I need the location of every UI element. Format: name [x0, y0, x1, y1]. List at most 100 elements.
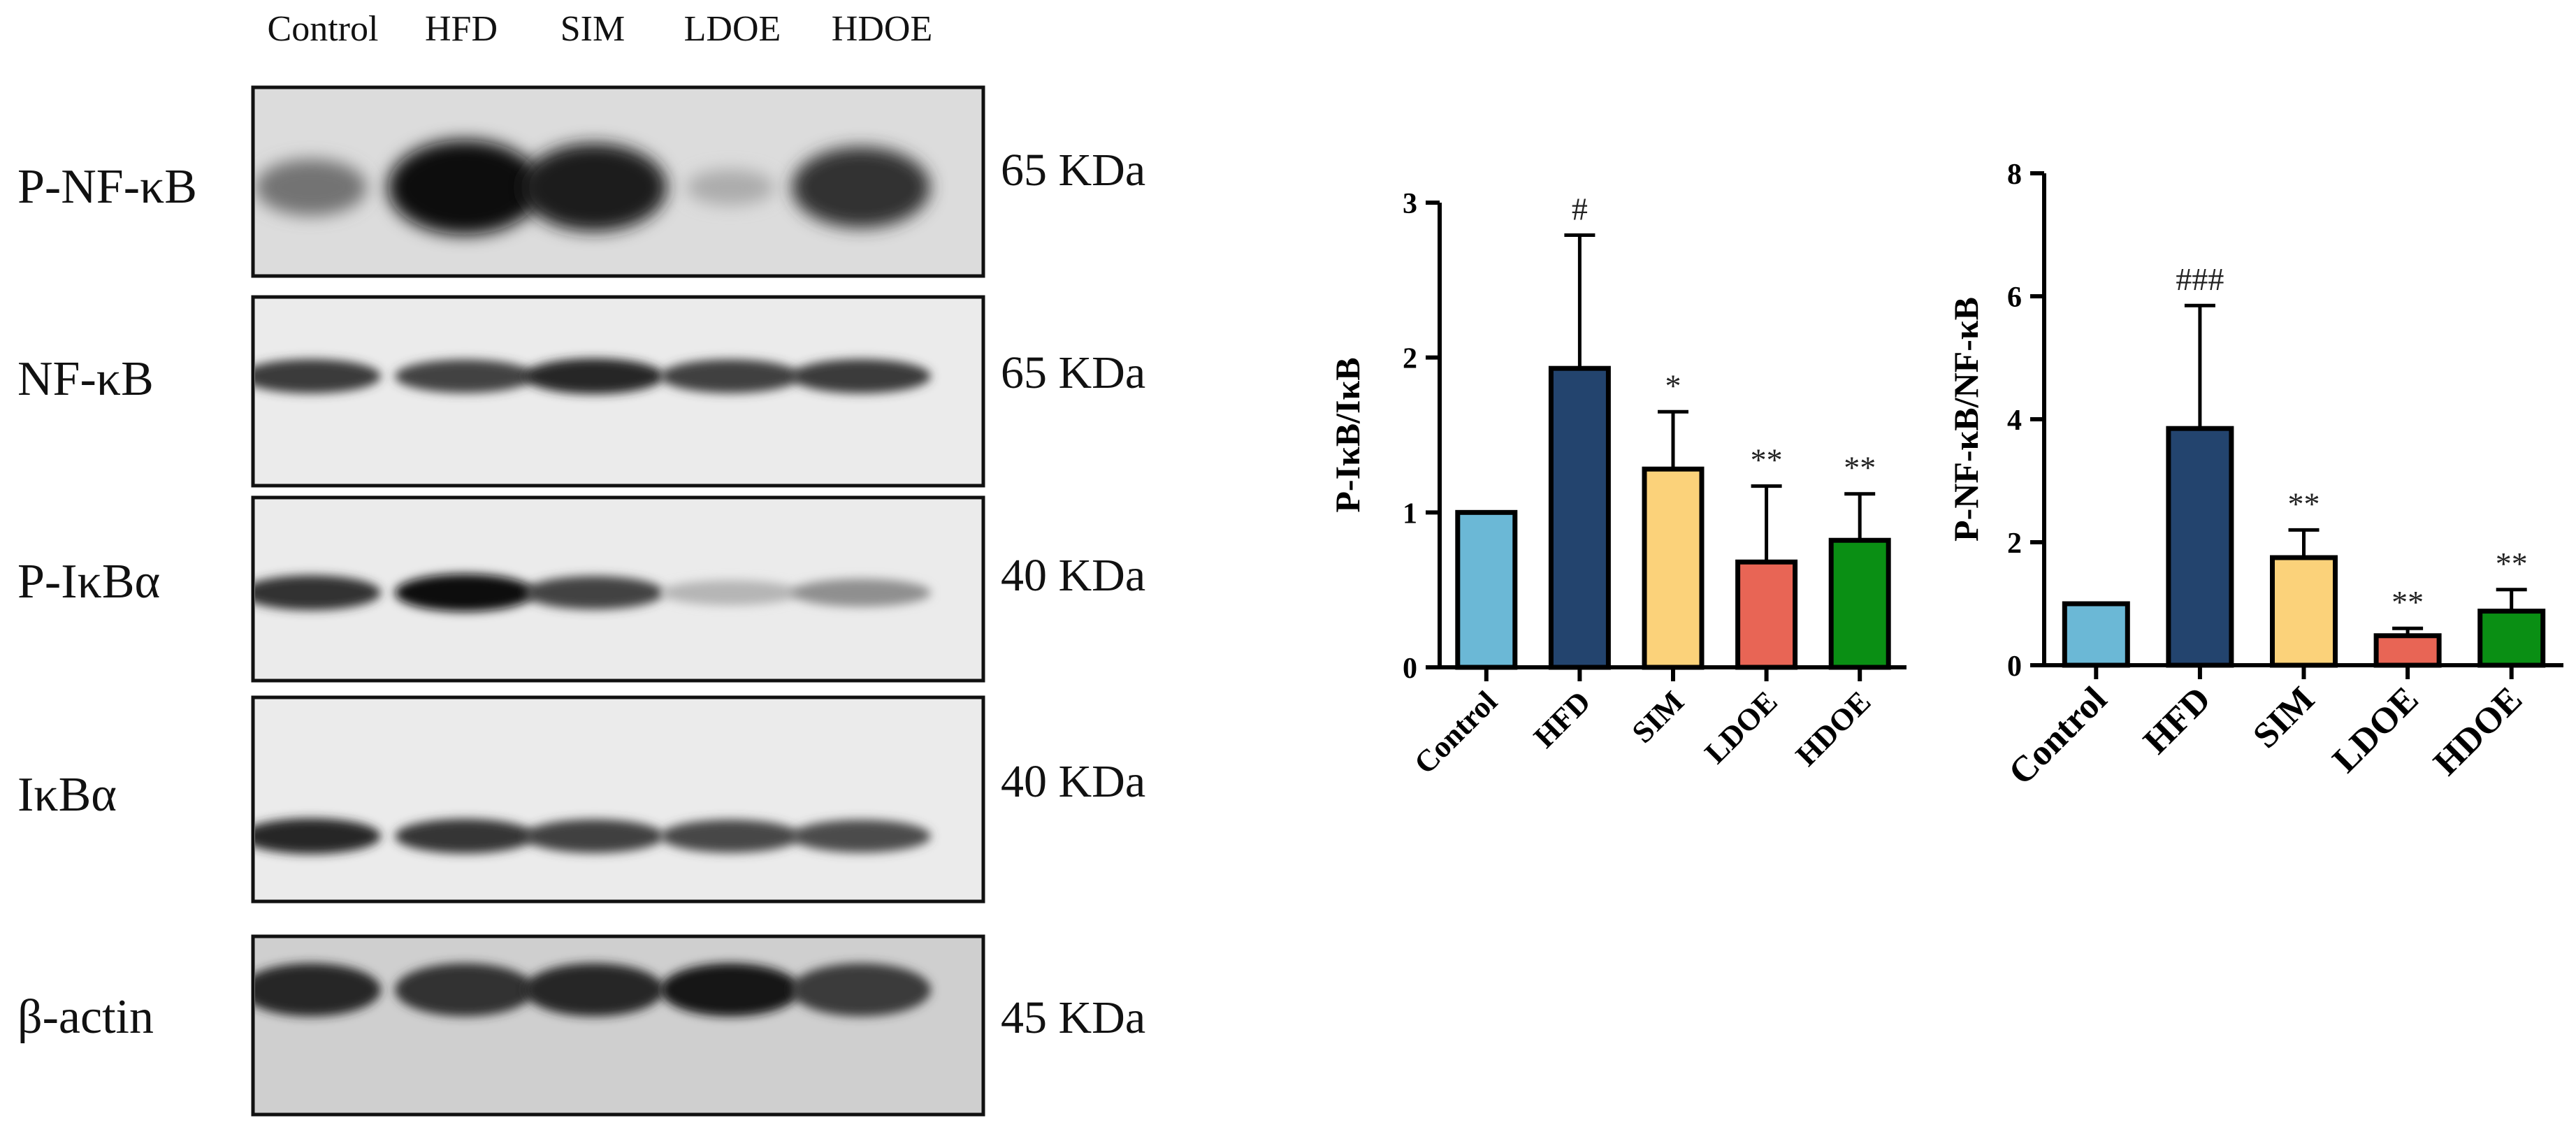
x-tick-label-ldoe: LDOE [2325, 679, 2426, 781]
error-bar-ldoe [1751, 484, 1782, 563]
significance-label-sim: * [1665, 368, 1681, 403]
band-hdoe [791, 358, 931, 393]
band-hfd [395, 359, 535, 393]
significance-label-hdoe: ** [2496, 546, 2528, 581]
error-bar-hdoe [1844, 492, 1876, 541]
protein-label: NF-κB [17, 352, 154, 406]
x-tick-label-control: Control [2002, 679, 2115, 792]
molecular-weight-label: 40 KDa [1001, 756, 1145, 807]
x-tick-label-control: Control [1408, 684, 1504, 781]
lane-label-control: Control [268, 9, 379, 49]
protein-label: IκBα [17, 768, 117, 822]
band-sim [524, 963, 664, 1017]
bar-control [2062, 601, 2130, 668]
molecular-weight-label: 40 KDa [1001, 550, 1145, 601]
band-sim [524, 358, 664, 394]
blot-membrane [251, 695, 985, 904]
bar-hfd [1548, 365, 1611, 670]
x-tick-label-hdoe: HDOE [2426, 679, 2531, 783]
band-hdoe [791, 579, 931, 607]
protein-label: P-NF-κB [17, 160, 197, 214]
error-bar-ldoe [2392, 626, 2424, 636]
blot-row-0: P-NF-κB 65 KDa [17, 85, 1145, 278]
molecular-weight-label: 45 KDa [1001, 992, 1145, 1043]
band-hdoe [791, 963, 931, 1017]
blot-row-3: IκBα 40 KDa [17, 695, 1145, 904]
significance-label-hfd: ### [2176, 261, 2224, 297]
error-bar-hfd [2184, 303, 2215, 429]
bar-hfd [2166, 426, 2234, 668]
y-axis: 0 2 4 6 8 [2007, 159, 2046, 683]
y-tick-label: 3 [1403, 188, 1417, 220]
x-tick-label-hfd: HFD [1527, 684, 1597, 754]
y-tick-label: 2 [1403, 343, 1417, 375]
band-ldoe [660, 359, 800, 393]
band-sim [521, 143, 667, 232]
bar-hdoe [1828, 537, 1891, 670]
bar-hdoe [2477, 609, 2546, 668]
band-control [255, 575, 381, 611]
y-axis-label: P-IκB/IκB [1328, 357, 1367, 512]
molecular-weight-label: 65 KDa [1001, 347, 1145, 398]
bar-control [1455, 509, 1518, 670]
significance-label-sim: ** [2288, 486, 2320, 521]
x-tick-label-hdoe: HDOE [1789, 684, 1877, 772]
band-control [255, 963, 381, 1017]
lane-label-hfd: HFD [425, 9, 498, 49]
band-ldoe [660, 819, 800, 853]
band-hdoe [792, 147, 930, 228]
blot-row-4: β-actin 45 KDa [17, 934, 1145, 1117]
band-ldoe [686, 169, 775, 205]
band-ldoe [660, 963, 800, 1017]
bar-sim [1642, 466, 1705, 670]
x-tick-label-sim: SIM [2245, 679, 2322, 756]
band-hfd [395, 818, 535, 854]
y-tick-label: 2 [2007, 528, 2022, 560]
molecular-weight-label: 65 KDa [1001, 145, 1145, 196]
error-bar-hfd [1564, 233, 1595, 369]
bar-chart-p-ikb-ratio: 0 1 2 3 P-IκB/IκB Control # HFD * SIM ** LDOE ** HDOE [1328, 188, 1906, 781]
bar-sim [2270, 555, 2338, 668]
band-hfd [388, 140, 542, 235]
band-hfd [395, 574, 535, 612]
y-tick-label: 4 [2007, 405, 2022, 437]
blot-row-2: P-IκBα 40 KDa [17, 495, 1145, 683]
band-hdoe [791, 819, 931, 853]
western-blot-panel: Control HFD SIM LDOE HDOE P-NF-κB 65 KDaNF-κB… [17, 9, 1145, 1117]
bar-ldoe [1735, 559, 1798, 670]
lane-labels: Control HFD SIM LDOE HDOE [268, 9, 933, 49]
bar-chart-p-nfkb-ratio: 0 2 4 6 8 P-NF-κB/NF-κB Control ### HFD ** SIM ** LD… [1946, 159, 2563, 792]
lane-label-ldoe: LDOE [684, 9, 781, 49]
blot-row-1: NF-κB 65 KDa [17, 295, 1145, 488]
y-tick-label: 8 [2007, 159, 2022, 191]
y-tick-label: 1 [1403, 498, 1417, 530]
y-tick-label: 0 [1403, 653, 1417, 685]
lane-label-hdoe: HDOE [832, 9, 932, 49]
significance-label-hdoe: ** [1844, 450, 1876, 486]
protein-label: P-IκBα [17, 555, 160, 609]
blot-membrane [251, 934, 985, 1117]
bar-ldoe [2373, 633, 2442, 668]
x-tick-label-ldoe: LDOE [1698, 684, 1784, 770]
significance-label-ldoe: ** [2392, 584, 2424, 620]
band-control [255, 358, 381, 393]
x-tick-label-sim: SIM [1626, 684, 1691, 749]
x-tick-label-hfd: HFD [2136, 679, 2218, 762]
band-control [255, 818, 381, 855]
y-tick-label: 0 [2007, 651, 2022, 683]
y-axis: 0 1 2 3 [1403, 188, 1442, 685]
error-bar-sim [2288, 528, 2320, 558]
band-sim [524, 576, 664, 610]
y-axis-label: P-NF-κB/NF-κB [1946, 297, 1985, 542]
error-bar-sim [1658, 409, 1688, 470]
band-control [255, 159, 367, 216]
y-tick-label: 6 [2007, 282, 2022, 314]
lane-label-sim: SIM [560, 9, 625, 49]
band-ldoe [660, 580, 800, 606]
band-sim [524, 819, 664, 853]
significance-label-ldoe: ** [1751, 442, 1783, 478]
band-hfd [395, 963, 535, 1017]
error-bar-hdoe [2496, 588, 2527, 611]
